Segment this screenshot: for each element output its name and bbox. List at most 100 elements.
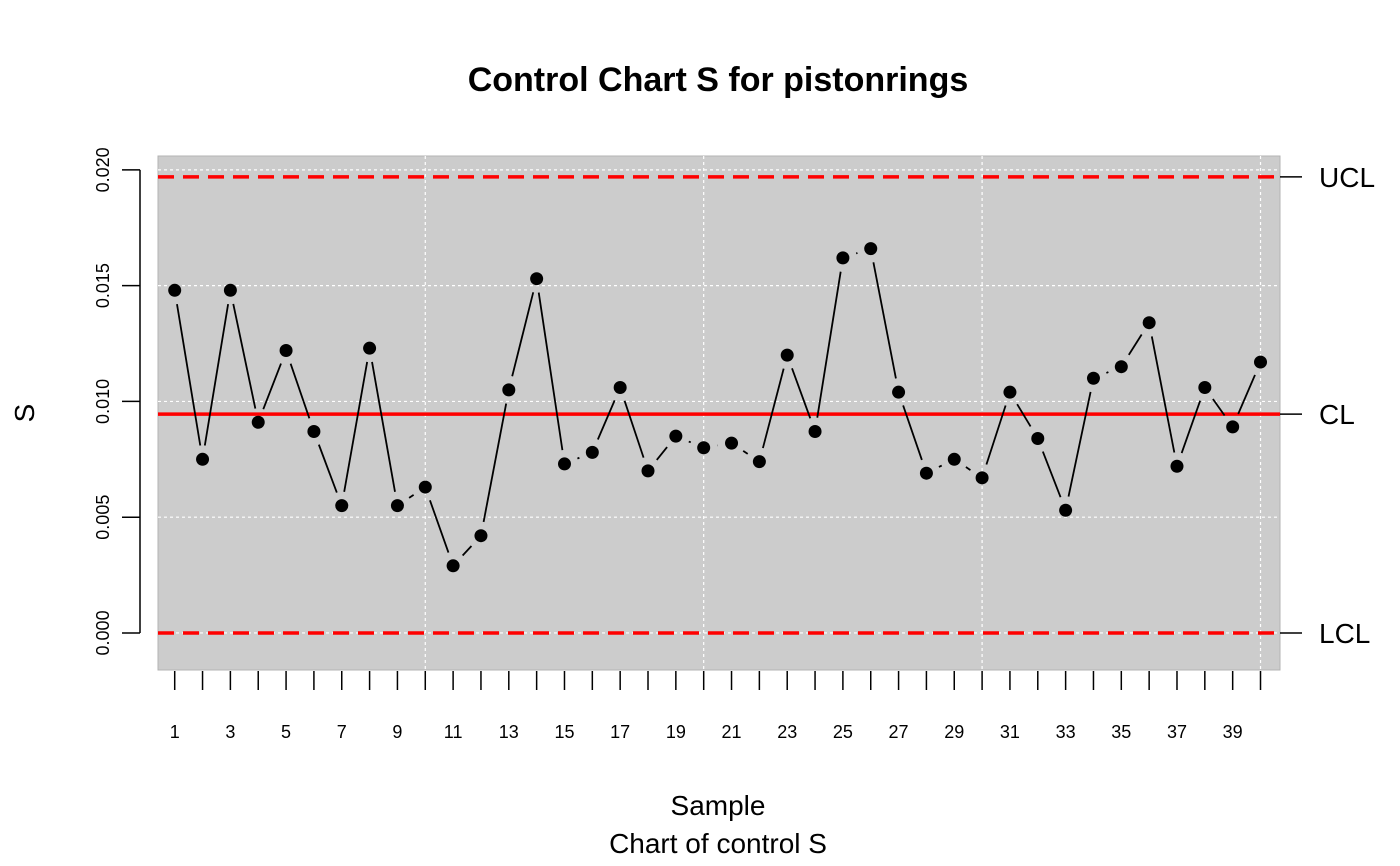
x-tick-label: 31 [1000,722,1020,742]
series-segment [1212,398,1226,416]
series-segment [176,303,202,446]
y-tick-label: 0.020 [93,147,113,192]
data-point [1114,360,1128,374]
data-point [864,242,878,256]
x-tick-label: 5 [281,722,291,742]
x-tick-label: 25 [833,722,853,742]
series-segment [577,456,580,460]
series-segment [232,303,257,409]
series-segment [482,403,508,523]
series-segment [872,262,897,379]
series-segment [1067,391,1092,497]
chart-title: Control Chart S for pistonrings [468,61,969,99]
series-segment [371,361,396,492]
series-segment [597,400,616,440]
data-point [892,385,906,399]
x-tick-label: 19 [666,722,686,742]
grid-lines [146,156,1280,670]
data-point [1198,381,1212,395]
limit-label-lcl: LCL [1319,618,1370,649]
data-point [1086,371,1100,385]
data-point [919,466,933,480]
x-tick-label: 23 [777,722,797,742]
y-tick-label: 0.010 [93,379,113,424]
series-segment [985,405,1007,465]
series-segment [537,292,564,451]
x-axis-title: Sample [671,790,766,821]
series-segment [688,440,692,444]
data-point [613,381,627,395]
series-segment [262,363,282,410]
series-segment [461,545,473,557]
x-tick-label: 33 [1056,722,1076,742]
series-segment [317,444,338,493]
data-point [1254,355,1268,369]
x-tick-label: 21 [722,722,742,742]
series-segment [511,292,535,377]
data-point [1142,316,1156,330]
data-point [585,445,599,459]
limit-label-ucl: UCL [1319,162,1375,193]
x-tick-label: 13 [499,722,519,742]
data-point [808,425,822,439]
data-point [725,436,739,450]
series-segment [938,464,943,468]
data-point [1031,431,1045,445]
y-tick-label: 0.015 [93,263,113,308]
x-tick-label: 11 [444,722,463,742]
series-segment [791,367,812,419]
series-segment [1180,400,1202,454]
series-segment [1128,334,1143,356]
y-axis-title: S [9,404,40,423]
y-tick-label: 0.005 [93,495,113,540]
data-point [752,455,766,469]
x-tick-label: 37 [1167,722,1187,742]
data-point [223,283,237,297]
data-point [530,272,544,286]
series-segment [408,494,415,499]
x-tick-label: 17 [610,722,630,742]
x-tick-label: 29 [944,722,964,742]
series-segment [623,400,645,458]
limit-axis: UCL CL LCL [1280,162,1375,649]
data-point [1226,420,1240,434]
series-segment [203,303,229,446]
data-point [975,471,989,485]
data-point [669,429,683,443]
x-tick-label: 7 [337,722,347,742]
x-tick-label: 9 [392,722,402,742]
data-series [168,242,1268,573]
data-point [390,499,404,513]
series-segment [816,271,842,418]
control-limits [158,175,1280,635]
data-point [1003,385,1017,399]
data-point [836,251,850,265]
data-point [697,441,711,455]
chart-subtitle: Chart of control S [609,828,827,859]
data-point [502,383,516,397]
series-segment [289,363,311,419]
data-point [418,480,432,494]
series-segment [1150,336,1176,453]
series-segment [429,499,450,553]
series-segment [1237,374,1256,415]
limit-label-cl: CL [1319,399,1355,430]
series-segment [1106,371,1109,374]
data-point [641,464,655,478]
series-segment [902,405,923,461]
x-tick-label: 3 [225,722,235,742]
x-tick-label: 1 [170,722,180,742]
series-segment [742,450,749,455]
series-segment [762,368,785,449]
data-point [446,559,460,573]
data-point [1170,459,1184,473]
data-point [947,452,961,466]
x-axis: 1 3 5 7 9 11 13 15 17 19 21 23 25 27 29 31 33 35 37 39 [170,671,1262,742]
series-segment [343,361,369,492]
y-axis: 0.000 0.005 0.010 0.015 0.020 [93,147,141,655]
series-segment [1016,403,1032,427]
data-point [251,415,265,429]
data-point [780,348,794,362]
data-point [307,425,321,439]
